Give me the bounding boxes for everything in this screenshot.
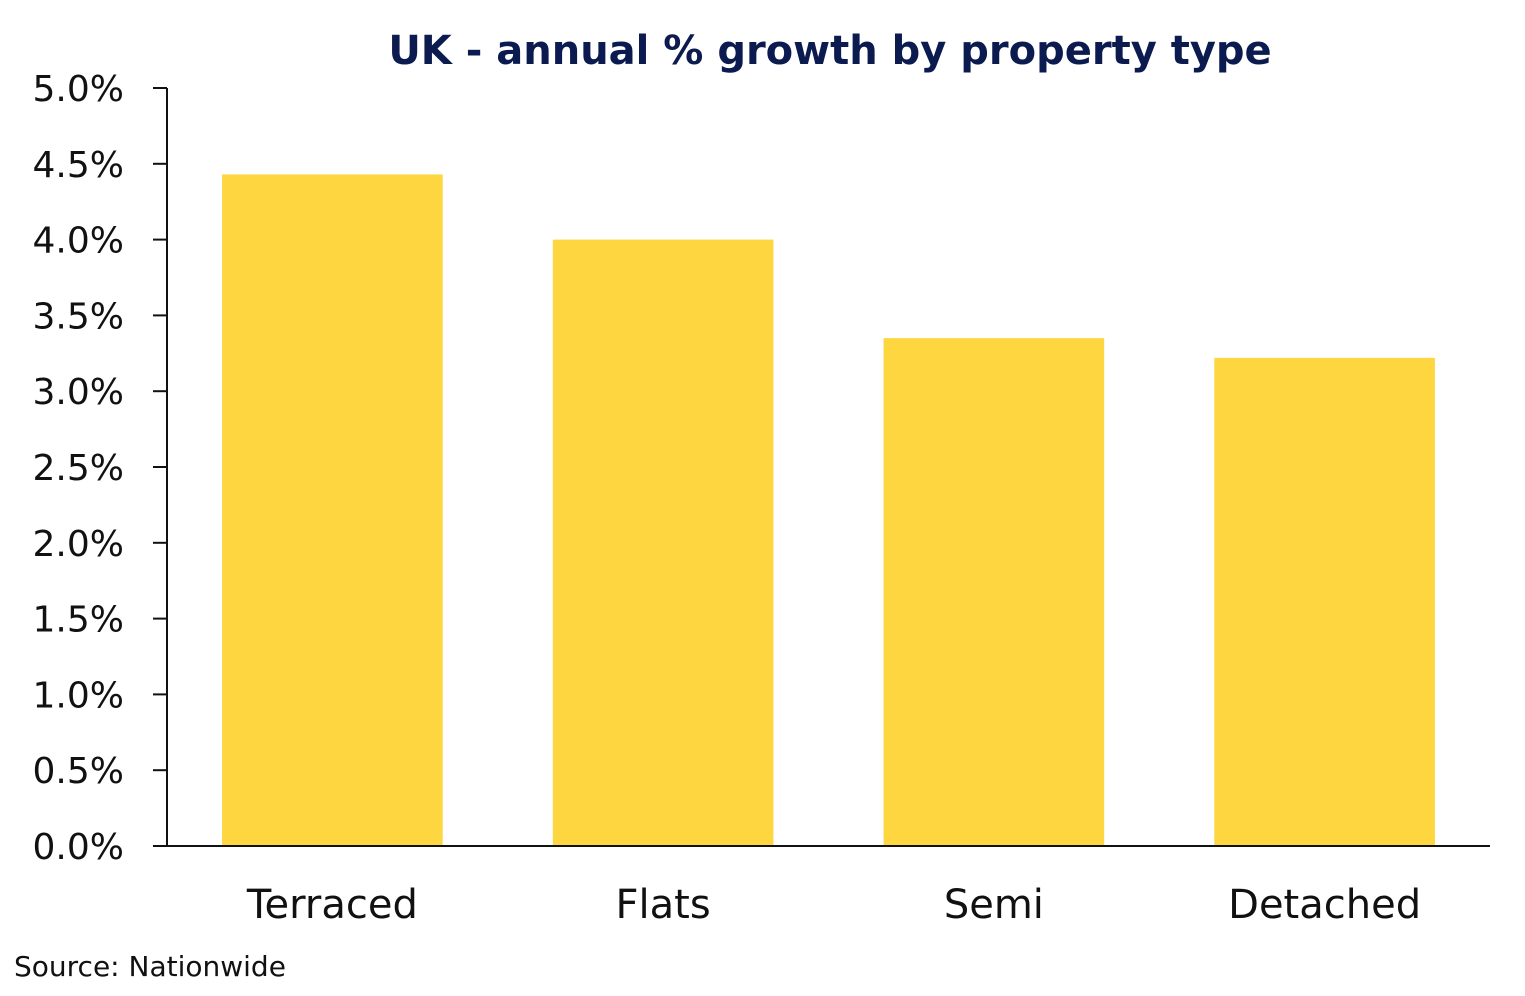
- y-tick-label: 3.5%: [33, 296, 124, 337]
- y-axis: 0.0% 0.5% 1.0% 1.5% 2.0% 2.5% 3.0% 3.5% 4.0% 4.5%…: [33, 69, 167, 868]
- y-tick-label: 1.0%: [33, 675, 124, 716]
- x-category-label: Semi: [944, 882, 1044, 928]
- bar-flats: [552, 239, 774, 847]
- y-tick-label: 0.5%: [33, 751, 124, 792]
- bar-terraced: [222, 174, 443, 847]
- x-category-label: Terraced: [246, 882, 418, 928]
- bar-detached: [1214, 357, 1435, 846]
- y-tick-label: 5.0%: [33, 69, 124, 110]
- y-tick-label: 3.0%: [33, 372, 124, 413]
- x-category-label: Flats: [616, 882, 711, 928]
- x-category-label: Detached: [1228, 882, 1421, 928]
- y-tick-label: 0.0%: [33, 827, 124, 868]
- chart-title: UK - annual % growth by property type: [388, 28, 1271, 74]
- y-tick-label: 1.5%: [33, 600, 124, 641]
- y-tick-label: 2.0%: [33, 524, 124, 565]
- x-axis: Terraced Flats Semi Detached: [246, 882, 1421, 928]
- y-tick-label: 4.0%: [33, 221, 124, 262]
- source-note: Source: Nationwide: [14, 950, 286, 983]
- bars: [222, 174, 1435, 847]
- bar-semi: [883, 338, 1105, 846]
- y-tick-label: 4.5%: [33, 145, 124, 186]
- y-tick-label: 2.5%: [33, 448, 124, 489]
